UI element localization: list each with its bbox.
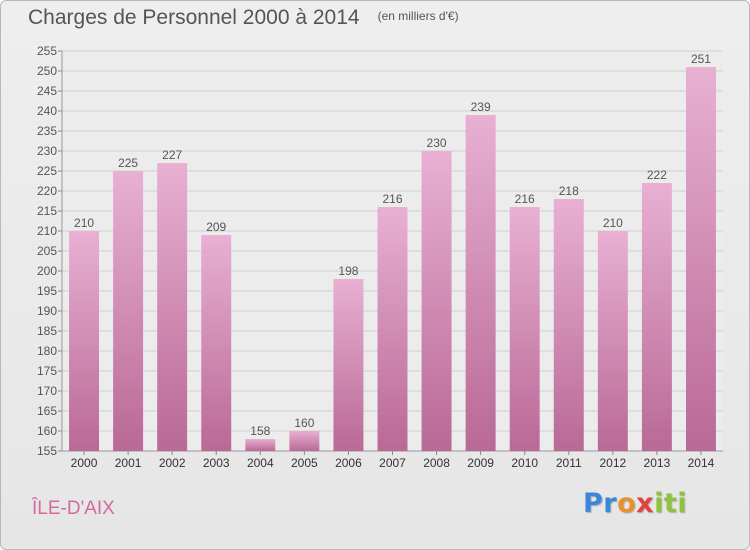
y-tick-label: 160 (37, 424, 57, 438)
y-tick-label: 190 (37, 304, 57, 318)
bar-value-label: 230 (427, 136, 447, 150)
bar-value-label: 216 (515, 192, 535, 206)
y-tick-label: 195 (37, 284, 57, 298)
y-tick-label: 225 (37, 164, 57, 178)
bar (641, 183, 672, 451)
y-tick-label: 210 (37, 224, 57, 238)
y-tick-label: 235 (37, 124, 57, 138)
bar (245, 439, 276, 451)
logo-part-4: iti (654, 488, 688, 519)
x-tick-label: 2010 (511, 456, 538, 470)
y-tick-label: 250 (37, 64, 57, 78)
x-tick-label: 2014 (688, 456, 715, 470)
bar-value-label: 239 (471, 100, 491, 114)
bar-value-label: 210 (74, 216, 94, 230)
y-tick-label: 170 (37, 384, 57, 398)
x-tick-label: 2005 (291, 456, 318, 470)
y-tick-label: 240 (37, 104, 57, 118)
bar-value-label: 158 (250, 424, 270, 438)
y-tick-label: 245 (37, 84, 57, 98)
bar (509, 207, 540, 451)
y-tick-label: 220 (37, 184, 57, 198)
y-tick-label: 155 (37, 444, 57, 458)
bar (157, 163, 188, 451)
bar-value-label: 225 (118, 156, 138, 170)
bar (333, 279, 364, 451)
x-tick-label: 2008 (423, 456, 450, 470)
logo-part-2: o (617, 488, 637, 519)
bar (69, 231, 100, 451)
x-tick-label: 2004 (247, 456, 274, 470)
y-tick-label: 255 (37, 44, 57, 58)
x-tick-label: 2009 (467, 456, 494, 470)
bar-value-label: 160 (294, 416, 314, 430)
bar-value-label: 222 (647, 168, 667, 182)
y-tick-label: 230 (37, 144, 57, 158)
x-tick-label: 2000 (71, 456, 98, 470)
bar (289, 431, 320, 451)
y-tick-label: 185 (37, 324, 57, 338)
x-tick-label: 2013 (644, 456, 671, 470)
x-tick-label: 2007 (379, 456, 406, 470)
bar-value-label: 216 (382, 192, 402, 206)
bar-value-label: 209 (206, 220, 226, 234)
y-tick-label: 175 (37, 364, 57, 378)
x-tick-label: 2002 (159, 456, 186, 470)
y-tick-label: 165 (37, 404, 57, 418)
bar-value-label: 251 (691, 52, 711, 66)
x-tick-label: 2003 (203, 456, 230, 470)
chart-title: Charges de Personnel 2000 à 2014 (en mill… (28, 6, 459, 30)
bar (465, 115, 496, 451)
bar (553, 199, 584, 451)
bar (421, 151, 452, 451)
bar (685, 67, 716, 451)
bar (201, 235, 232, 451)
bar (597, 231, 628, 451)
location-label: ÎLE-D'AIX (32, 498, 115, 519)
x-tick-label: 2011 (556, 456, 582, 470)
title-text: Charges de Personnel 2000 à 2014 (28, 6, 360, 29)
y-tick-label: 205 (37, 244, 57, 258)
y-tick-label: 180 (37, 344, 57, 358)
logo-part-1: Pr (583, 488, 618, 519)
bar-value-label: 198 (338, 264, 358, 278)
bar (113, 171, 144, 451)
bar-value-label: 210 (603, 216, 623, 230)
x-tick-label: 2012 (599, 456, 626, 470)
logo-part-3: x (636, 488, 655, 519)
x-tick-label: 2001 (115, 456, 142, 470)
y-tick-label: 215 (37, 204, 57, 218)
chart-subtitle: (en milliers d'€) (377, 9, 459, 23)
bar-value-label: 218 (559, 184, 579, 198)
proxiti-logo: Proxiti (583, 488, 687, 519)
x-tick-label: 2006 (335, 456, 362, 470)
y-tick-label: 200 (37, 264, 57, 278)
bar-value-label: 227 (162, 148, 182, 162)
bar (377, 207, 408, 451)
